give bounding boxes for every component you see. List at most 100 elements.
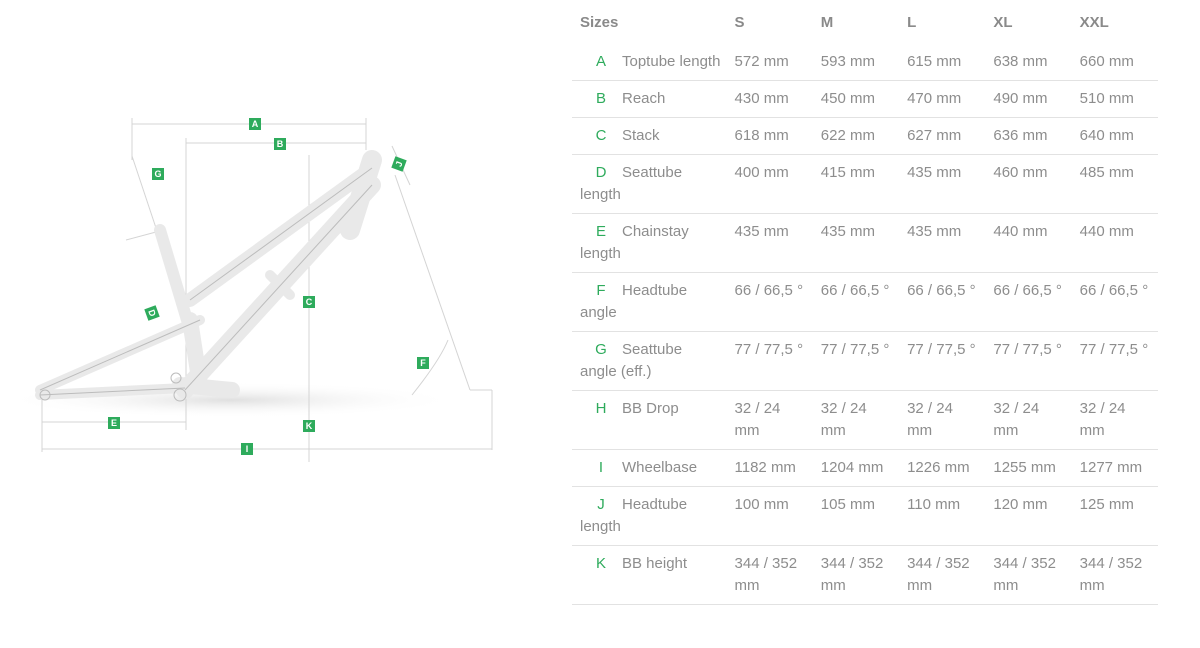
table-row: D Seattube length 400 mm 415 mm 435 mm 460 mm… bbox=[572, 154, 1158, 214]
row-label: I Wheelbase bbox=[572, 449, 727, 487]
dimension-letter: K bbox=[595, 555, 606, 572]
dimension-name: BB Drop bbox=[622, 400, 679, 417]
size-value-cell: 435 mm bbox=[899, 213, 986, 273]
size-value-cell: 77 / 77,5 ° bbox=[899, 331, 986, 391]
dimension-name: Chainstay length bbox=[580, 223, 689, 262]
dimension-name: Headtube angle bbox=[580, 282, 688, 321]
table-row: A Toptube length 572 mm 593 mm 615 mm 638 mm 6… bbox=[572, 44, 1158, 81]
dimension-letter: E bbox=[595, 223, 606, 240]
size-header-xxl: XXL bbox=[1079, 13, 1109, 31]
dimension-name: Seattube length bbox=[580, 164, 683, 203]
size-value-cell: 638 mm bbox=[985, 44, 1072, 81]
size-value-cell: 1182 mm bbox=[726, 449, 813, 487]
dimension-letter: G bbox=[595, 341, 607, 358]
size-value-cell: 470 mm bbox=[899, 80, 986, 118]
size-value-cell: 660 mm bbox=[1071, 44, 1158, 81]
size-value-cell: 440 mm bbox=[985, 213, 1072, 273]
size-value-cell: 618 mm bbox=[726, 117, 813, 155]
dimension-tag-a: A bbox=[249, 118, 261, 130]
dimension-tag-i: I bbox=[241, 443, 253, 455]
dimension-name: BB height bbox=[622, 555, 688, 572]
dimension-name: Seattube angle (eff.) bbox=[580, 341, 683, 380]
table-row: E Chainstay length 435 mm 435 mm 435 mm 440 m… bbox=[572, 213, 1158, 273]
row-label: D Seattube length bbox=[572, 154, 727, 214]
size-value-cell: 344 / 352 mm bbox=[1071, 545, 1158, 605]
row-label: A Toptube length bbox=[572, 44, 727, 81]
table-row: F Headtube angle 66 / 66,5 ° 66 / 66,5 ° 66 … bbox=[572, 272, 1158, 332]
dimension-name: Headtube length bbox=[580, 496, 688, 535]
table-row: H BB Drop 32 / 24 mm 32 / 24 mm 32 / 24 mm 32… bbox=[572, 390, 1158, 450]
row-label: J Headtube length bbox=[572, 486, 727, 546]
dimension-letter: H bbox=[595, 400, 607, 417]
size-value-cell: 32 / 24 mm bbox=[985, 390, 1072, 450]
size-value-cell: 344 / 352 mm bbox=[726, 545, 813, 605]
size-value-cell: 66 / 66,5 ° bbox=[726, 272, 813, 332]
dimension-name: Stack bbox=[622, 127, 660, 144]
dimension-letter: A bbox=[595, 53, 606, 70]
dimension-letter: I bbox=[598, 459, 604, 476]
size-value-cell: 490 mm bbox=[985, 80, 1072, 118]
row-label: G Seattube angle (eff.) bbox=[572, 331, 727, 391]
table-header-row: Sizes S M L XL XXL bbox=[572, 0, 1158, 44]
row-label: C Stack bbox=[572, 117, 727, 155]
table-row: G Seattube angle (eff.) 77 / 77,5 ° 77 / 77… bbox=[572, 331, 1158, 391]
size-value-cell: 622 mm bbox=[812, 117, 900, 155]
size-header-xl: XL bbox=[993, 13, 1013, 31]
size-value-cell: 66 / 66,5 ° bbox=[812, 272, 900, 332]
size-value-cell: 1277 mm bbox=[1071, 449, 1158, 487]
size-header-s: S bbox=[734, 13, 745, 31]
size-value-cell: 1226 mm bbox=[899, 449, 986, 487]
geometry-table: Sizes S M L XL XXL A Toptube length 572 mm… bbox=[572, 0, 1158, 605]
size-value-cell: 460 mm bbox=[985, 154, 1072, 214]
size-value-cell: 66 / 66,5 ° bbox=[1071, 272, 1158, 332]
size-value-cell: 344 / 352 mm bbox=[899, 545, 986, 605]
table-row: B Reach 430 mm 450 mm 470 mm 490 mm 510 mm bbox=[572, 80, 1158, 118]
size-value-cell: 510 mm bbox=[1071, 80, 1158, 118]
size-value-cell: 100 mm bbox=[726, 486, 813, 546]
frame-geometry-diagram: A B G C D J F E K I bbox=[0, 0, 560, 648]
table-row: K BB height 344 / 352 mm 344 / 352 mm 344 / … bbox=[572, 545, 1158, 605]
row-label: H BB Drop bbox=[572, 390, 727, 450]
size-value-cell: 1255 mm bbox=[985, 449, 1072, 487]
size-value-cell: 435 mm bbox=[899, 154, 986, 214]
size-value-cell: 125 mm bbox=[1071, 486, 1158, 546]
size-value-cell: 450 mm bbox=[812, 80, 900, 118]
dimension-letter: J bbox=[597, 496, 605, 513]
size-value-cell: 120 mm bbox=[985, 486, 1072, 546]
row-label: F Headtube angle bbox=[572, 272, 727, 332]
frame-illustration bbox=[0, 118, 493, 462]
dimension-letter: C bbox=[595, 127, 607, 144]
table-row: C Stack 618 mm 622 mm 627 mm 636 mm 640 mm bbox=[572, 117, 1158, 155]
dimension-name: Toptube length bbox=[622, 53, 721, 70]
size-value-cell: 435 mm bbox=[726, 213, 813, 273]
dimension-tag-e: E bbox=[108, 417, 120, 429]
size-value-cell: 110 mm bbox=[899, 486, 986, 546]
size-value-cell: 32 / 24 mm bbox=[812, 390, 900, 450]
size-value-cell: 640 mm bbox=[1071, 117, 1158, 155]
size-value-cell: 77 / 77,5 ° bbox=[812, 331, 900, 391]
dimension-letter: F bbox=[596, 282, 606, 299]
row-label: E Chainstay length bbox=[572, 213, 727, 273]
size-value-cell: 344 / 352 mm bbox=[985, 545, 1072, 605]
sizes-header: Sizes bbox=[580, 13, 619, 31]
size-value-cell: 415 mm bbox=[812, 154, 900, 214]
dimension-tag-b: B bbox=[274, 138, 286, 150]
table-row: I Wheelbase 1182 mm 1204 mm 1226 mm 1255 mm 12… bbox=[572, 449, 1158, 487]
size-value-cell: 77 / 77,5 ° bbox=[1071, 331, 1158, 391]
size-header-m: M bbox=[820, 13, 834, 31]
size-value-cell: 1204 mm bbox=[812, 449, 900, 487]
dimension-tag-f: F bbox=[417, 357, 429, 369]
size-value-cell: 627 mm bbox=[899, 117, 986, 155]
dimension-letter: B bbox=[595, 90, 606, 107]
dimension-name: Reach bbox=[622, 90, 666, 107]
dimension-name: Wheelbase bbox=[622, 459, 698, 476]
size-value-cell: 440 mm bbox=[1071, 213, 1158, 273]
size-value-cell: 435 mm bbox=[812, 213, 900, 273]
size-value-cell: 32 / 24 mm bbox=[1071, 390, 1158, 450]
size-header-l: L bbox=[907, 13, 917, 31]
size-value-cell: 32 / 24 mm bbox=[726, 390, 813, 450]
dimension-tag-c: C bbox=[303, 296, 315, 308]
size-value-cell: 32 / 24 mm bbox=[899, 390, 986, 450]
size-value-cell: 66 / 66,5 ° bbox=[985, 272, 1072, 332]
row-label: K BB height bbox=[572, 545, 727, 605]
